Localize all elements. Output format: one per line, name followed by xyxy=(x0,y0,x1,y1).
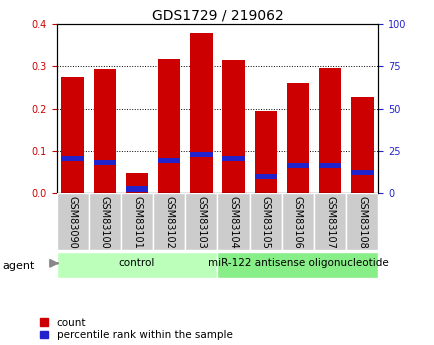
Bar xyxy=(158,59,180,193)
Bar xyxy=(125,186,148,191)
Bar xyxy=(93,69,116,193)
Text: miR-122 antisense oligonucleotide: miR-122 antisense oligonucleotide xyxy=(207,258,388,268)
Bar xyxy=(158,158,180,163)
Bar xyxy=(286,163,309,168)
Text: GSM83107: GSM83107 xyxy=(325,196,334,249)
Bar xyxy=(125,173,148,193)
Bar xyxy=(185,193,217,250)
Legend: count, percentile rank within the sample: count, percentile rank within the sample xyxy=(40,318,232,340)
Bar xyxy=(89,193,121,250)
Bar xyxy=(254,111,276,193)
Text: GSM83104: GSM83104 xyxy=(228,196,238,249)
Bar xyxy=(56,193,89,250)
Bar xyxy=(350,170,373,176)
Bar xyxy=(190,152,212,157)
Bar xyxy=(281,193,313,250)
Title: GDS1729 / 219062: GDS1729 / 219062 xyxy=(151,9,283,23)
Text: GSM83105: GSM83105 xyxy=(260,196,270,249)
Bar xyxy=(56,252,217,278)
Text: GSM83090: GSM83090 xyxy=(68,196,77,249)
Bar xyxy=(286,83,309,193)
Text: agent: agent xyxy=(2,261,34,270)
Text: GSM83108: GSM83108 xyxy=(357,196,366,249)
Bar xyxy=(313,193,345,250)
Bar xyxy=(93,160,116,165)
Bar xyxy=(345,193,378,250)
Bar xyxy=(318,68,341,193)
Text: GSM83106: GSM83106 xyxy=(293,196,302,249)
Text: GSM83101: GSM83101 xyxy=(132,196,141,249)
Bar xyxy=(222,156,244,161)
Bar xyxy=(318,163,341,168)
Bar xyxy=(249,193,281,250)
Text: GSM83100: GSM83100 xyxy=(100,196,109,249)
Bar xyxy=(190,33,212,193)
Bar xyxy=(217,252,378,278)
Bar xyxy=(350,97,373,193)
Text: GSM83102: GSM83102 xyxy=(164,196,174,249)
Bar xyxy=(153,193,185,250)
Text: control: control xyxy=(118,258,155,268)
Bar xyxy=(217,193,249,250)
Bar xyxy=(61,156,84,161)
Text: GSM83103: GSM83103 xyxy=(196,196,206,249)
Bar xyxy=(61,77,84,193)
Bar xyxy=(121,193,153,250)
Bar xyxy=(254,174,276,179)
Bar xyxy=(222,60,244,193)
